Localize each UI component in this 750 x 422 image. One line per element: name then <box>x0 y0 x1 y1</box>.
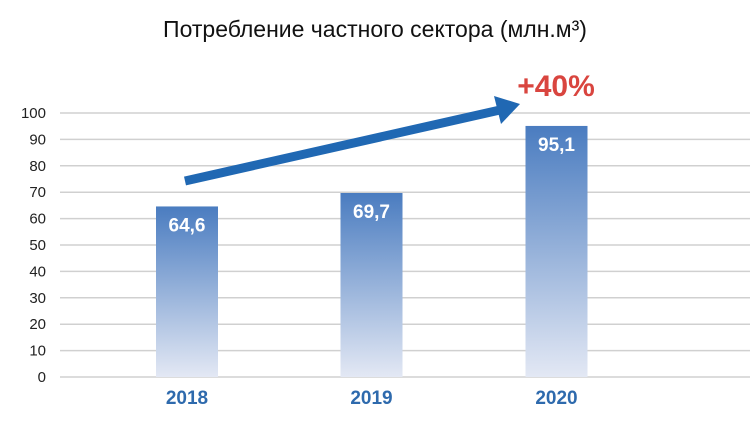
bar-2018 <box>156 206 218 377</box>
y-tick-label: 0 <box>38 369 46 386</box>
data-label: 95,1 <box>538 135 575 156</box>
x-tick-label: 2019 <box>350 388 392 409</box>
data-label: 69,7 <box>353 202 390 223</box>
trend-arrow-shaft <box>184 105 501 186</box>
bar-2019 <box>340 192 403 377</box>
y-tick-label: 10 <box>29 343 46 360</box>
y-tick-label: 90 <box>29 131 46 148</box>
y-tick-label: 100 <box>21 105 46 122</box>
y-tick-label: 30 <box>29 290 46 307</box>
x-tick-label: 2018 <box>166 388 208 409</box>
bar-2020 <box>525 125 588 377</box>
y-tick-label: 40 <box>29 263 46 280</box>
y-tick-label: 70 <box>29 184 46 201</box>
y-tick-label: 60 <box>29 211 46 228</box>
chart-title: Потребление частного сектора (млн.м³) <box>163 16 587 42</box>
data-label: 64,6 <box>169 215 206 236</box>
y-tick-label: 50 <box>29 237 46 254</box>
y-tick-label: 80 <box>29 158 46 175</box>
trend-arrow-head <box>494 96 520 124</box>
growth-annotation: +40% <box>517 70 595 103</box>
y-tick-label: 20 <box>29 316 46 333</box>
x-tick-label: 2020 <box>535 388 577 409</box>
